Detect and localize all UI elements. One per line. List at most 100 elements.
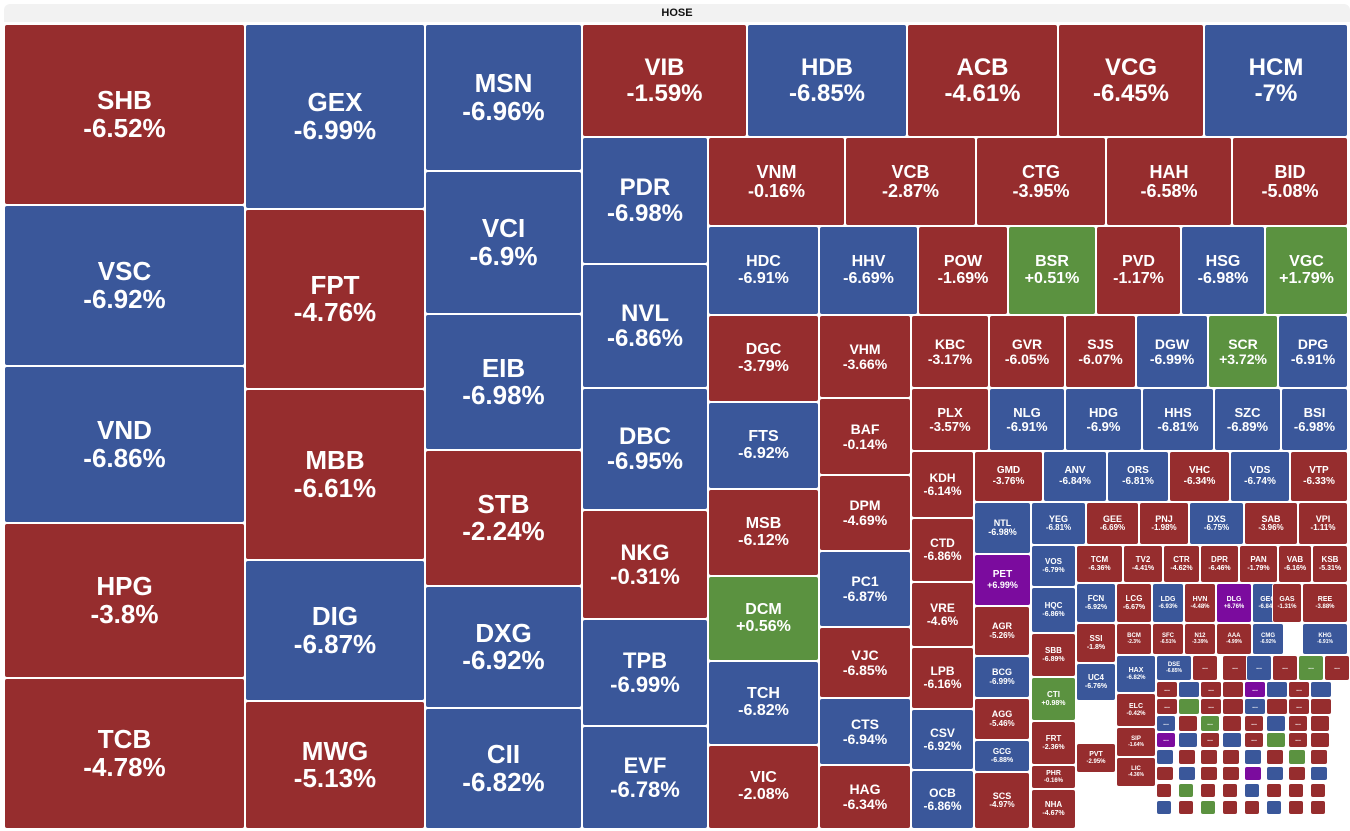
treemap-cell-hpg[interactable]: HPG -3.8% [4, 523, 245, 678]
treemap-small-cell[interactable] [1222, 766, 1240, 781]
treemap-small-cell[interactable] [1310, 749, 1328, 765]
treemap-cell-agg[interactable]: AGG -5.46% [974, 698, 1030, 740]
treemap-small-cell[interactable] [1310, 715, 1330, 732]
treemap-cell-vhc[interactable]: VHC -6.34% [1169, 451, 1230, 502]
treemap-cell-lic[interactable]: LIC -4.36% [1116, 757, 1156, 787]
treemap-small-cell[interactable] [1222, 715, 1242, 732]
treemap-small-cell[interactable]: ... [1200, 715, 1220, 732]
treemap-cell-vcg[interactable]: VCG -6.45% [1058, 24, 1204, 137]
treemap-cell-hdg[interactable]: HDG -6.9% [1065, 388, 1142, 451]
treemap-cell-ctr[interactable]: CTR -4.62% [1163, 545, 1200, 583]
treemap-small-cell[interactable] [1266, 681, 1288, 698]
treemap-cell-hag[interactable]: HAG -6.34% [819, 765, 911, 829]
treemap-cell-phr[interactable]: PHR -0.16% [1031, 765, 1076, 789]
treemap-small-cell[interactable] [1156, 783, 1172, 798]
treemap-cell-hax[interactable]: HAX -6.82% [1116, 655, 1156, 693]
treemap-cell-vnm[interactable]: VNM -0.16% [708, 137, 845, 226]
treemap-small-cell[interactable]: ... [1156, 732, 1176, 748]
treemap-small-cell[interactable] [1288, 800, 1304, 815]
treemap-cell-vci[interactable]: VCI -6.9% [425, 171, 582, 314]
treemap-small-cell[interactable]: ... [1222, 655, 1248, 681]
treemap-cell-nvl[interactable]: NVL -6.86% [582, 264, 708, 388]
treemap-cell-vic[interactable]: VIC -2.08% [708, 745, 819, 829]
treemap-cell-gas[interactable]: GAS -1.31% [1272, 583, 1302, 623]
treemap-cell-kdh[interactable]: KDH -6.14% [911, 451, 974, 518]
treemap-cell-bsi[interactable]: BSI -6.98% [1281, 388, 1348, 451]
treemap-cell-ntl[interactable]: NTL -6.98% [974, 502, 1031, 554]
treemap-small-cell[interactable]: ... [1288, 698, 1310, 715]
treemap-small-cell[interactable]: ... [1272, 655, 1298, 681]
treemap-cell-tcm[interactable]: TCM -6.36% [1076, 545, 1123, 583]
treemap-cell-vds[interactable]: VDS -6.74% [1230, 451, 1290, 502]
treemap-small-cell[interactable] [1266, 715, 1286, 732]
treemap-small-cell[interactable] [1200, 800, 1216, 815]
treemap-cell-dpr[interactable]: DPR -6.46% [1200, 545, 1239, 583]
treemap-cell-vib[interactable]: VIB -1.59% [582, 24, 747, 137]
treemap-cell-elc[interactable]: ELC -0.42% [1116, 693, 1156, 727]
treemap-cell-dxs[interactable]: DXS -6.75% [1189, 502, 1244, 545]
treemap-cell-vab[interactable]: VAB -6.16% [1278, 545, 1312, 583]
treemap-cell-khg[interactable]: KHG -6.91% [1302, 623, 1348, 655]
treemap-small-cell[interactable] [1222, 749, 1240, 765]
treemap-cell-hah[interactable]: HAH -6.58% [1106, 137, 1232, 226]
treemap-small-cell[interactable] [1310, 732, 1330, 748]
treemap-cell-n12[interactable]: N12 -3.39% [1184, 623, 1216, 655]
treemap-cell-mbb[interactable]: MBB -6.61% [245, 389, 425, 560]
treemap-cell-ree[interactable]: REE -3.88% [1302, 583, 1348, 623]
treemap-cell-aaa[interactable]: AAA -4.99% [1216, 623, 1252, 655]
treemap-small-cell[interactable] [1244, 766, 1262, 781]
treemap-cell-vcb[interactable]: VCB -2.87% [845, 137, 976, 226]
treemap-small-cell[interactable] [1266, 766, 1284, 781]
treemap-cell-dcm[interactable]: DCM +0.56% [708, 576, 819, 661]
treemap-cell-hvn[interactable]: HVN -4.48% [1184, 583, 1216, 623]
treemap-cell-hsg[interactable]: HSG -6.98% [1181, 226, 1265, 315]
treemap-cell-gex[interactable]: GEX -6.99% [245, 24, 425, 209]
treemap-cell-tv2[interactable]: TV2 -4.41% [1123, 545, 1163, 583]
treemap-small-cell[interactable] [1288, 766, 1306, 781]
treemap-small-cell[interactable]: ... [1288, 732, 1308, 748]
treemap-small-cell[interactable] [1266, 800, 1282, 815]
treemap-cell-vtp[interactable]: VTP -6.33% [1290, 451, 1348, 502]
treemap-small-cell[interactable]: ... [1200, 732, 1220, 748]
treemap-cell-dgc[interactable]: DGC -3.79% [708, 315, 819, 402]
treemap-cell-ksb[interactable]: KSB -5.31% [1312, 545, 1348, 583]
treemap-small-cell[interactable] [1244, 749, 1262, 765]
treemap-cell-dig[interactable]: DIG -6.87% [245, 560, 425, 701]
treemap-cell-pan[interactable]: PAN -1.79% [1239, 545, 1278, 583]
treemap-small-cell[interactable] [1156, 766, 1174, 781]
treemap-small-cell[interactable] [1178, 681, 1200, 698]
treemap-cell-hhv[interactable]: HHV -6.69% [819, 226, 918, 315]
treemap-small-cell[interactable] [1310, 783, 1326, 798]
treemap-cell-dxg[interactable]: DXG -6.92% [425, 586, 582, 708]
treemap-cell-vhm[interactable]: VHM -3.66% [819, 315, 911, 398]
treemap-cell-kbc[interactable]: KBC -3.17% [911, 315, 989, 388]
treemap-cell-vgc[interactable]: VGC +1.79% [1265, 226, 1348, 315]
treemap-cell-stb[interactable]: STB -2.24% [425, 450, 582, 586]
treemap-small-cell[interactable] [1156, 800, 1172, 815]
treemap-small-cell[interactable] [1222, 698, 1244, 715]
treemap-small-cell[interactable] [1222, 800, 1238, 815]
treemap-cell-msn[interactable]: MSN -6.96% [425, 24, 582, 171]
treemap-small-cell[interactable] [1178, 800, 1194, 815]
treemap-cell-frt[interactable]: FRT -2.36% [1031, 721, 1076, 765]
treemap-small-cell[interactable]: ... [1244, 715, 1264, 732]
treemap-small-cell[interactable] [1222, 732, 1242, 748]
treemap-cell-pnj[interactable]: PNJ -1.98% [1139, 502, 1189, 545]
treemap-small-cell[interactable]: ... [1156, 698, 1178, 715]
treemap-cell-gmd[interactable]: GMD -3.76% [974, 451, 1043, 502]
treemap-cell-pdr[interactable]: PDR -6.98% [582, 137, 708, 264]
treemap-cell-dpg[interactable]: DPG -6.91% [1278, 315, 1348, 388]
treemap-cell-gee[interactable]: GEE -6.69% [1086, 502, 1139, 545]
treemap-small-cell[interactable] [1266, 749, 1284, 765]
treemap-cell-scs[interactable]: SCS -4.97% [974, 772, 1030, 829]
treemap-small-cell[interactable] [1288, 749, 1306, 765]
treemap-cell-acb[interactable]: ACB -4.61% [907, 24, 1058, 137]
treemap-cell-szc[interactable]: SZC -6.89% [1214, 388, 1281, 451]
treemap-small-cell[interactable]: ... [1244, 732, 1264, 748]
treemap-cell-sip[interactable]: SIP -1.64% [1116, 727, 1156, 757]
treemap-cell-tcb[interactable]: TCB -4.78% [4, 678, 245, 829]
treemap-cell-vos[interactable]: VOS -6.79% [1031, 545, 1076, 587]
treemap-cell-baf[interactable]: BAF -0.14% [819, 398, 911, 475]
treemap-cell-msb[interactable]: MSB -6.12% [708, 489, 819, 576]
treemap-cell-nlg[interactable]: NLG -6.91% [989, 388, 1065, 451]
